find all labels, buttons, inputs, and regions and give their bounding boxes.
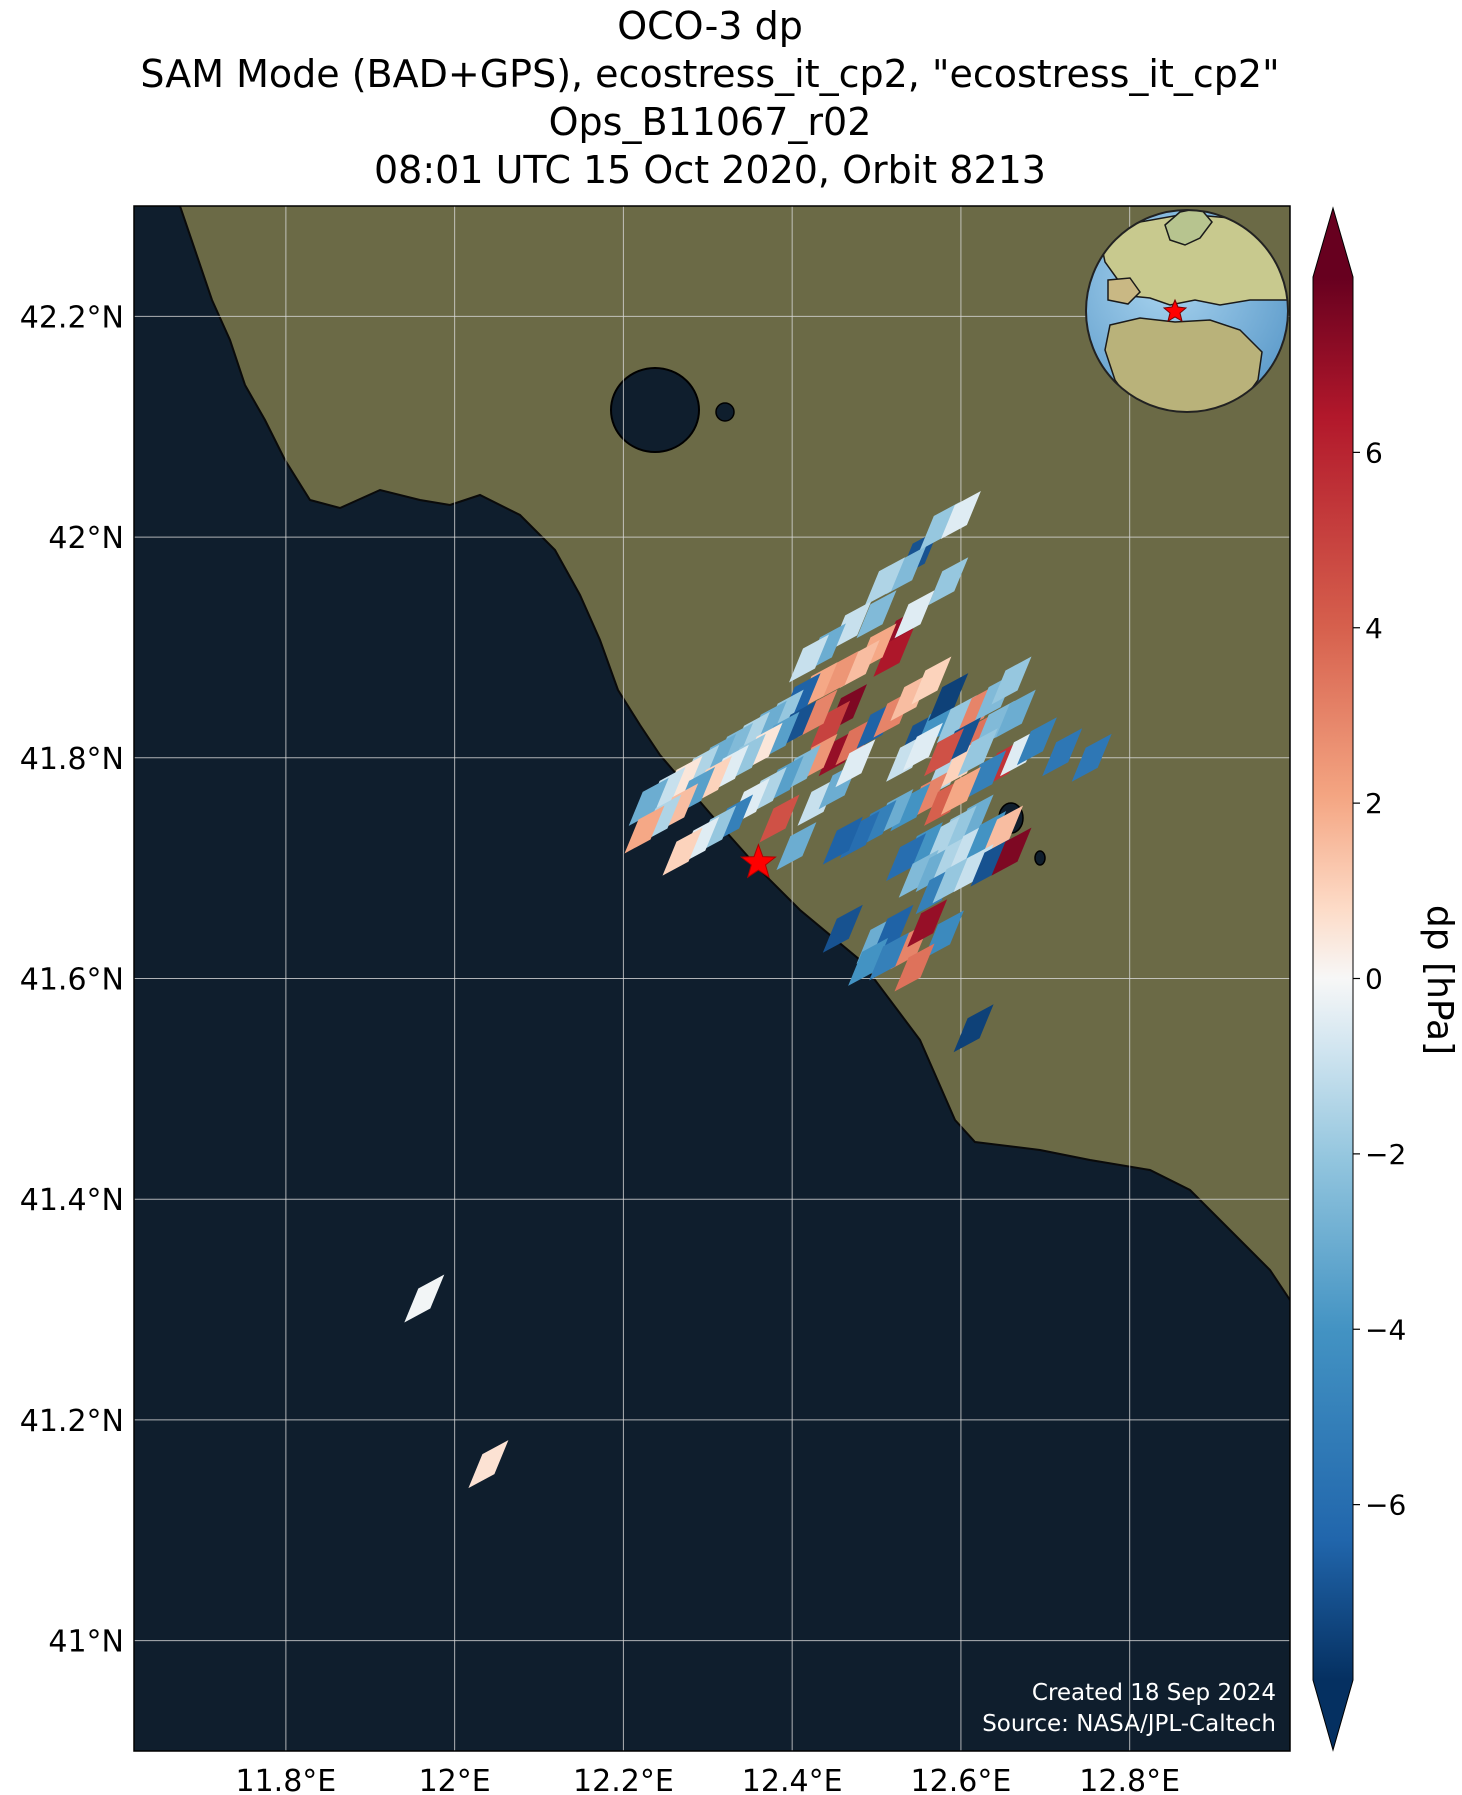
- sounding-footprint: [970, 838, 1011, 887]
- colorbar-tick-label: −4: [1365, 1313, 1406, 1346]
- sounding-footprint: [940, 491, 981, 539]
- sounding-footprint: [822, 904, 863, 953]
- inset-scandinavia: [1164, 210, 1213, 246]
- lat-tick-label: 41.2°N: [20, 1404, 124, 1439]
- sounding-footprint: [848, 937, 889, 986]
- sounding-footprint: [924, 910, 964, 959]
- sounding-footprint: [1071, 733, 1112, 782]
- sounding-footprint: [894, 943, 935, 992]
- lon-tick-label: 11.8°E: [236, 1764, 337, 1795]
- lat-tick-label: 42.2°N: [20, 300, 124, 335]
- sounding-footprint: [966, 750, 1007, 799]
- title-line-2: SAM Mode (BAD+GPS), ecostress_it_cp2, "e…: [140, 52, 1280, 96]
- sounding-footprint: [797, 689, 838, 738]
- sounding-footprint: [886, 546, 927, 595]
- sounding-footprint: [911, 656, 952, 705]
- lat-tick-label: 42°N: [48, 521, 124, 556]
- sounding-footprint: [928, 557, 969, 606]
- sounding-footprint: [759, 794, 800, 843]
- colorbar-bar: [1313, 277, 1353, 1680]
- sounding-footprint: [624, 805, 665, 854]
- sounding-footprint: [865, 557, 905, 606]
- lat-tick-label: 41.4°N: [20, 1183, 124, 1218]
- credit: Created 18 Sep 2024 Source: NASA/JPL-Cal…: [982, 1680, 1276, 1737]
- sounding-footprint: [953, 1004, 994, 1053]
- sounding-footprint: [924, 728, 964, 777]
- title-line-1: OCO-3 dp: [617, 4, 803, 48]
- sounding-footprint: [831, 601, 872, 650]
- credit-source: Source: NASA/JPL-Caltech: [982, 1711, 1276, 1737]
- colorbar-label: dp [hPa]: [1419, 905, 1460, 1055]
- sounding-footprint: [932, 855, 973, 904]
- colorbar-tick-label: −2: [1365, 1138, 1406, 1171]
- sounding-footprint: [869, 932, 910, 981]
- sounding-footprint: [662, 827, 703, 876]
- lon-tick-label: 12°E: [419, 1764, 491, 1795]
- colorbar: 6 4 2 0 −2 −4 −6 dp [hPa]: [1312, 206, 1460, 1752]
- sounding-footprint: [1042, 728, 1083, 777]
- target-star-icon: [739, 843, 777, 879]
- sounding-footprint: [957, 728, 998, 777]
- figure-title: OCO-3 dp SAM Mode (BAD+GPS), ecostress_i…: [0, 2, 1420, 194]
- sounding-footprint: [628, 777, 669, 826]
- lake-nemi: [1034, 850, 1046, 866]
- sounding-footprint: [886, 833, 927, 882]
- sounding-footprint: [468, 1440, 509, 1489]
- colorbar-tick-label: 4: [1365, 612, 1383, 645]
- sounding-footprint: [1016, 717, 1057, 766]
- sounding-footprint: [839, 640, 880, 688]
- sounding-footprint: [940, 766, 981, 815]
- sounding-footprint: [810, 700, 851, 749]
- sounding-footprint: [818, 651, 859, 699]
- target-marker: [739, 843, 777, 879]
- sounding-footprint: [776, 822, 817, 871]
- sounding-footprint: [928, 673, 969, 722]
- sounding-footprint: [789, 634, 829, 683]
- lat-tick-label: 41°N: [48, 1625, 124, 1660]
- coastline: [179, 206, 1290, 1301]
- title-line-4: 08:01 UTC 15 Oct 2020, Orbit 8213: [374, 148, 1046, 192]
- sounding-footprint: [835, 739, 876, 788]
- lat-tick-label: 41.8°N: [20, 742, 124, 777]
- sounding-footprint: [822, 816, 863, 865]
- sounding-footprints: [404, 491, 1112, 1489]
- colorbar-outline: [1312, 206, 1354, 1752]
- colorbar-tick-label: 0: [1365, 963, 1383, 996]
- credit-created: Created 18 Sep 2024: [1032, 1680, 1276, 1706]
- sounding-footprint: [907, 899, 948, 948]
- colorbar-extend-max: [1313, 208, 1353, 277]
- sounding-footprint: [991, 656, 1032, 705]
- map-frame: [133, 205, 1291, 1752]
- lon-tick-label: 12.2°E: [573, 1764, 674, 1795]
- sounding-footprint: [902, 722, 943, 771]
- lat-tick-label: 41.6°N: [20, 963, 124, 998]
- sounding-footprint: [404, 1274, 445, 1323]
- sounding-footprint: [919, 502, 960, 550]
- inset-star-icon: [1162, 298, 1188, 323]
- sounding-footprint: [983, 805, 1024, 854]
- sounding-footprint: [873, 628, 914, 677]
- colorbar-tick-label: −6: [1365, 1489, 1406, 1522]
- colorbar-tick-label: 2: [1365, 787, 1383, 820]
- title-line-3: Ops_B11067_r02: [548, 100, 872, 144]
- sounding-footprint: [995, 689, 1036, 738]
- lon-tick-label: 12.6°E: [911, 1764, 1012, 1795]
- lon-tick-label: 12.4°E: [742, 1764, 843, 1795]
- lake-bracciano: [610, 367, 700, 453]
- globe-inset: [1085, 209, 1289, 413]
- colorbar-ticks: 6 4 2 0 −2 −4 −6: [1353, 436, 1406, 1522]
- colorbar-tick-label: 6: [1365, 436, 1383, 469]
- sounding-footprint: [856, 590, 897, 639]
- sounding-footprint: [991, 827, 1032, 876]
- lon-tick-label: 12.8°E: [1079, 1764, 1180, 1795]
- sounding-footprint: [894, 590, 935, 639]
- inset-iberia: [1107, 277, 1141, 305]
- sounding-footprint: [936, 695, 977, 744]
- colorbar-extend-min: [1313, 1680, 1353, 1750]
- lake-martignano: [715, 402, 735, 422]
- axis-ticks: 11.8°E 12°E 12.2°E 12.4°E 12.6°E 12.8°E 42.2°N…: [20, 300, 1180, 1795]
